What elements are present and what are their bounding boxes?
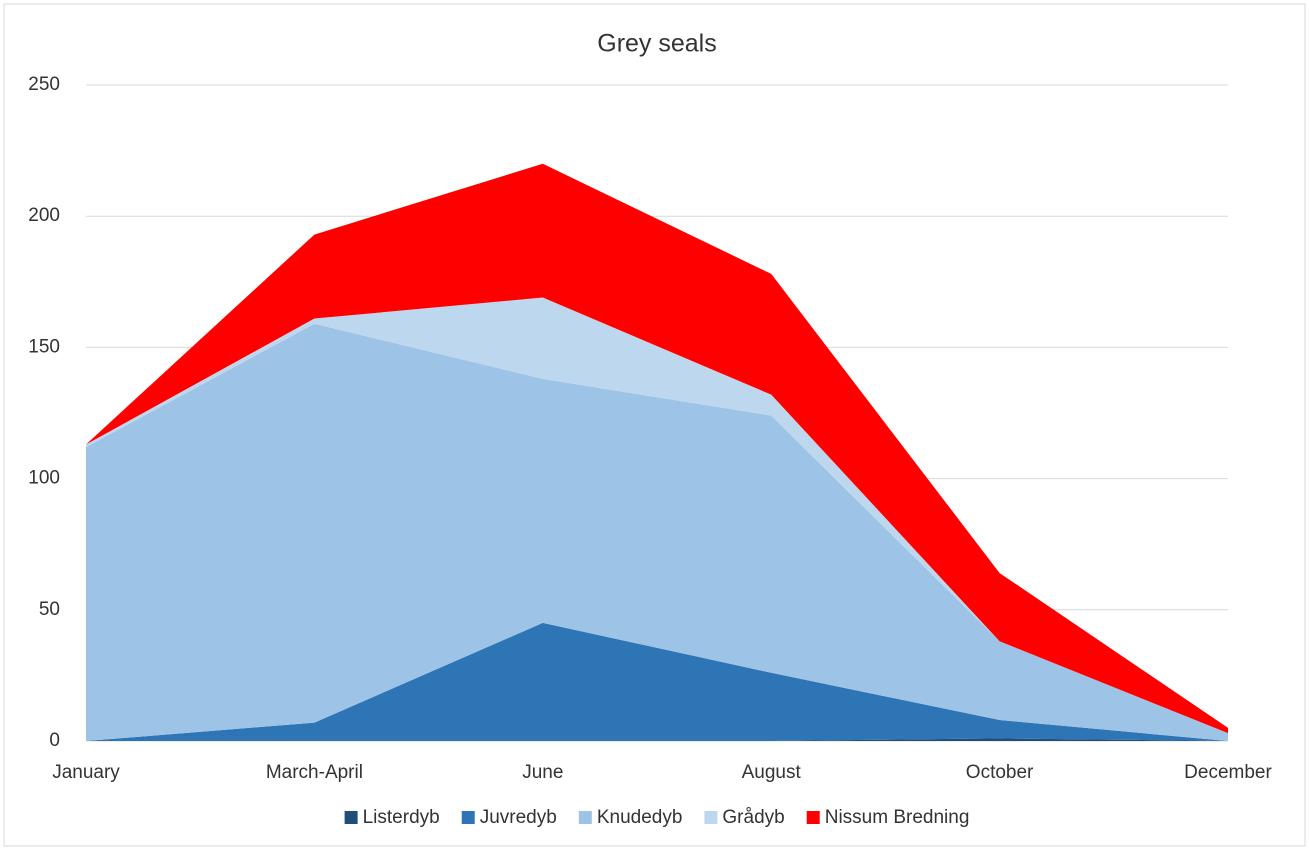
x-tick-label: March-April [266,762,363,783]
y-tick-label: 100 [28,468,60,489]
area [86,163,1228,734]
area [86,323,1228,741]
area [86,738,1228,741]
legend-label: Juvredyb [480,807,557,828]
y-tick-label: 250 [28,74,60,95]
plot-area [86,163,1228,741]
x-tick-label: January [52,762,120,783]
legend-swatch [344,811,358,824]
legend-swatch [578,811,592,824]
legend: Listerdyb Juvredyb Knudedyb Grådyb Nissum Br… [344,807,970,828]
area [86,297,1228,734]
y-tick-label: 150 [28,336,60,357]
x-tick-label: October [966,762,1034,783]
legend-item: Knudedyb [578,807,683,828]
x-tick-label: August [742,762,802,783]
axis-labels: 0 50 100 150 200 250 January March-April June Aug… [28,74,1272,783]
legend-swatch [461,811,475,824]
y-tick-label: 200 [28,205,60,226]
legend-label: Grådyb [722,807,784,828]
legend-item: Nissum Bredning [806,807,970,828]
y-tick-label: 50 [39,599,60,620]
x-tick-label: June [522,762,563,783]
legend-label: Knudedyb [597,807,683,828]
legend-item: Juvredyb [461,807,557,828]
y-tick-label: 0 [49,730,60,751]
legend-label: Listerdyb [363,807,440,828]
legend-swatch [806,811,820,824]
legend-item: Listerdyb [344,807,440,828]
legend-item: Grådyb [704,807,785,828]
area [86,622,1228,741]
chart-title: Grey seals [597,30,716,58]
legend-label: Nissum Bredning [825,807,970,828]
x-tick-label: December [1184,762,1272,783]
legend-swatch [704,811,718,824]
